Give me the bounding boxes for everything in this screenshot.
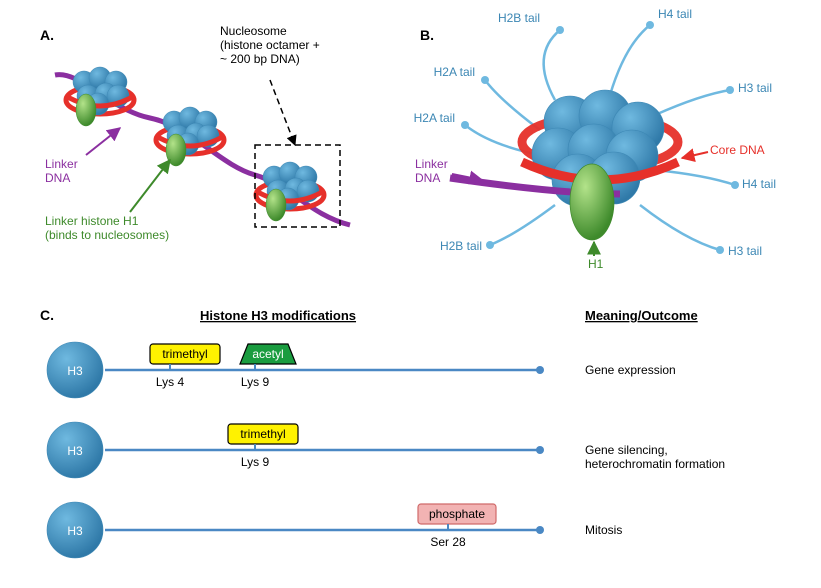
- svg-text:Linker: Linker: [45, 157, 78, 171]
- tag-label: trimethyl: [162, 347, 207, 361]
- svg-text:A.: A.: [40, 27, 54, 43]
- svg-text:Meaning/Outcome: Meaning/Outcome: [585, 308, 698, 323]
- svg-text:H2B tail: H2B tail: [440, 239, 482, 253]
- svg-text:H3 tail: H3 tail: [728, 244, 762, 258]
- svg-text:Linker histone H1: Linker histone H1: [45, 214, 139, 228]
- svg-text:Linker: Linker: [415, 157, 448, 171]
- h3-label: H3: [67, 444, 83, 458]
- tag-label: acetyl: [252, 347, 283, 361]
- residue-label: Lys 9: [241, 375, 270, 389]
- tag-label: phosphate: [429, 507, 485, 521]
- h3-label: H3: [67, 364, 83, 378]
- svg-text:H2B tail: H2B tail: [498, 11, 540, 25]
- svg-text:H1: H1: [588, 257, 604, 271]
- svg-text:DNA: DNA: [45, 171, 70, 185]
- svg-text:H2A tail: H2A tail: [434, 65, 475, 79]
- outcome-label: Gene expression: [585, 363, 676, 377]
- svg-text:(binds to nucleosomes): (binds to nucleosomes): [45, 228, 169, 242]
- svg-text:~ 200 bp DNA): ~ 200 bp DNA): [220, 52, 300, 66]
- tag-label: trimethyl: [240, 427, 285, 441]
- svg-text:C.: C.: [40, 307, 54, 323]
- svg-text:H4 tail: H4 tail: [658, 7, 692, 21]
- outcome-label: Gene silencing,: [585, 443, 668, 457]
- svg-text:Nucleosome: Nucleosome: [220, 24, 287, 38]
- h3-label: H3: [67, 524, 83, 538]
- svg-text:B.: B.: [420, 27, 434, 43]
- outcome-label: Mitosis: [585, 523, 622, 537]
- svg-text:H2A tail: H2A tail: [414, 111, 455, 125]
- svg-text:H4 tail: H4 tail: [742, 177, 776, 191]
- svg-text:(histone octamer +: (histone octamer +: [220, 38, 320, 52]
- residue-label: Ser 28: [430, 535, 466, 549]
- residue-label: Lys 4: [156, 375, 185, 389]
- svg-text:Histone H3 modifications: Histone H3 modifications: [200, 308, 356, 323]
- svg-text:Core DNA: Core DNA: [710, 143, 765, 157]
- residue-label: Lys 9: [241, 455, 270, 469]
- svg-text:DNA: DNA: [415, 171, 440, 185]
- outcome-label: heterochromatin formation: [585, 457, 725, 471]
- svg-text:H3 tail: H3 tail: [738, 81, 772, 95]
